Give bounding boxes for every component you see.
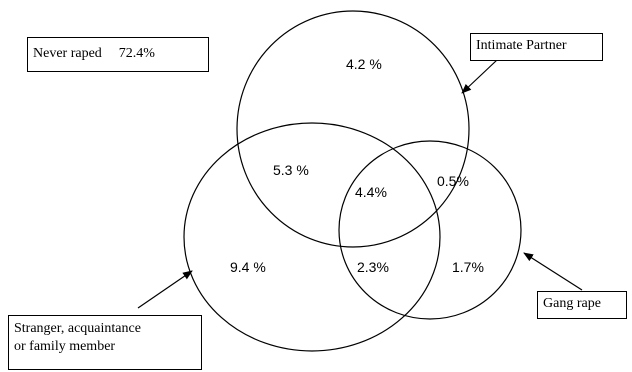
never-raped-value: 72.4% [118, 46, 155, 61]
stranger-arrow [137, 270, 193, 309]
region-intimate-gang: 0.5% [437, 173, 469, 189]
gang-rape-label: Gang rape [537, 291, 627, 319]
never-raped-box: Never raped 72.4% [27, 37, 209, 72]
intimate-partner-arrow [461, 59, 498, 94]
gang-rape-circle [338, 140, 522, 320]
stranger-circle [183, 122, 441, 352]
region-stranger-only: 9.4 % [230, 259, 266, 275]
intimate-partner-label: Intimate Partner [470, 33, 603, 61]
region-all-three: 4.4% [355, 184, 387, 200]
never-raped-label: Never raped [33, 46, 102, 61]
region-gang-only: 1.7% [452, 259, 484, 275]
intimate-partner-circle [236, 10, 470, 248]
stranger-label: Stranger, acquaintance or family member [8, 315, 202, 370]
region-intimate-only: 4.2 % [346, 56, 382, 72]
stranger-label-line2: or family member [14, 339, 116, 354]
region-stranger-gang: 2.3% [357, 259, 389, 275]
gang-rape-arrow [523, 252, 583, 291]
region-intimate-stranger: 5.3 % [273, 162, 309, 178]
stranger-label-line1: Stranger, acquaintance [14, 321, 141, 336]
